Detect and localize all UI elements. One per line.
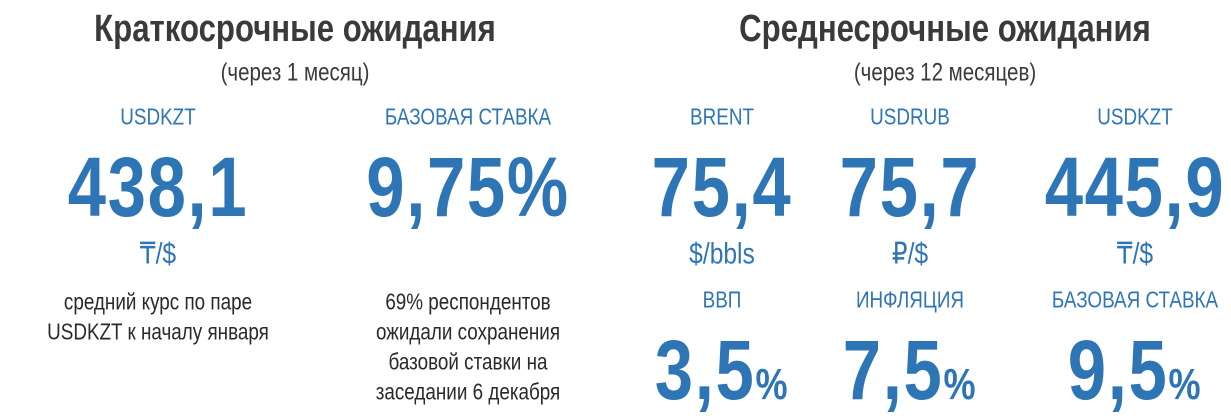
metric-value: 3,5 [654,322,756,417]
section-subtitle: (через 12 месяцев) [853,58,1037,87]
metric-value: 9,75% [366,139,570,234]
metric-label: БАЗОВАЯ СТАВКА [1051,286,1219,313]
metric-note: ожидали сохранения [375,318,561,345]
section-subtitle: (через 1 месяц) [220,58,370,87]
metric-unit: ₽/$ [891,237,929,271]
metric-note: базовой ставки на [388,348,548,375]
metric-value: 9,5 [1067,322,1169,417]
metric-unit: % [1168,359,1203,409]
metric-value: 75,7 [839,139,981,234]
metric-value: 75,4 [651,139,793,234]
metric-value-box: 7,5% [843,324,977,416]
metric-label: BRENT [690,103,754,130]
metric-label: USDRUB [870,103,950,130]
metric-value-box: 3,5% [655,324,789,416]
metric-label: ИНФЛЯЦИЯ [855,286,965,313]
section-title: Краткосрочные ожидания [94,8,496,51]
metric-label: USDKZT [120,103,196,130]
metric-value: 7,5 [842,322,944,417]
metric-label: БАЗОВАЯ СТАВКА [384,103,552,130]
metric-label: ВВП [702,286,742,313]
metric-note: заседании 6 декабря [375,378,561,405]
metric-note: USDKZT к началу января [47,318,269,345]
metric-value-box: 9,5% [1068,324,1202,416]
metric-unit: ₸/$ [1116,237,1154,271]
section-title: Среднесрочные ожидания [739,8,1151,51]
metric-note: средний курс по паре [63,288,253,315]
metric-unit: % [943,359,978,409]
metric-value: 445,9 [1044,139,1226,234]
metric-value: 438,1 [67,139,249,234]
metric-unit: ₸/$ [139,237,177,271]
metric-unit: $/bbls [689,237,755,271]
metric-unit: % [755,359,790,409]
metric-label: USDKZT [1097,103,1173,130]
metric-note: 69% респондентов [385,288,551,315]
